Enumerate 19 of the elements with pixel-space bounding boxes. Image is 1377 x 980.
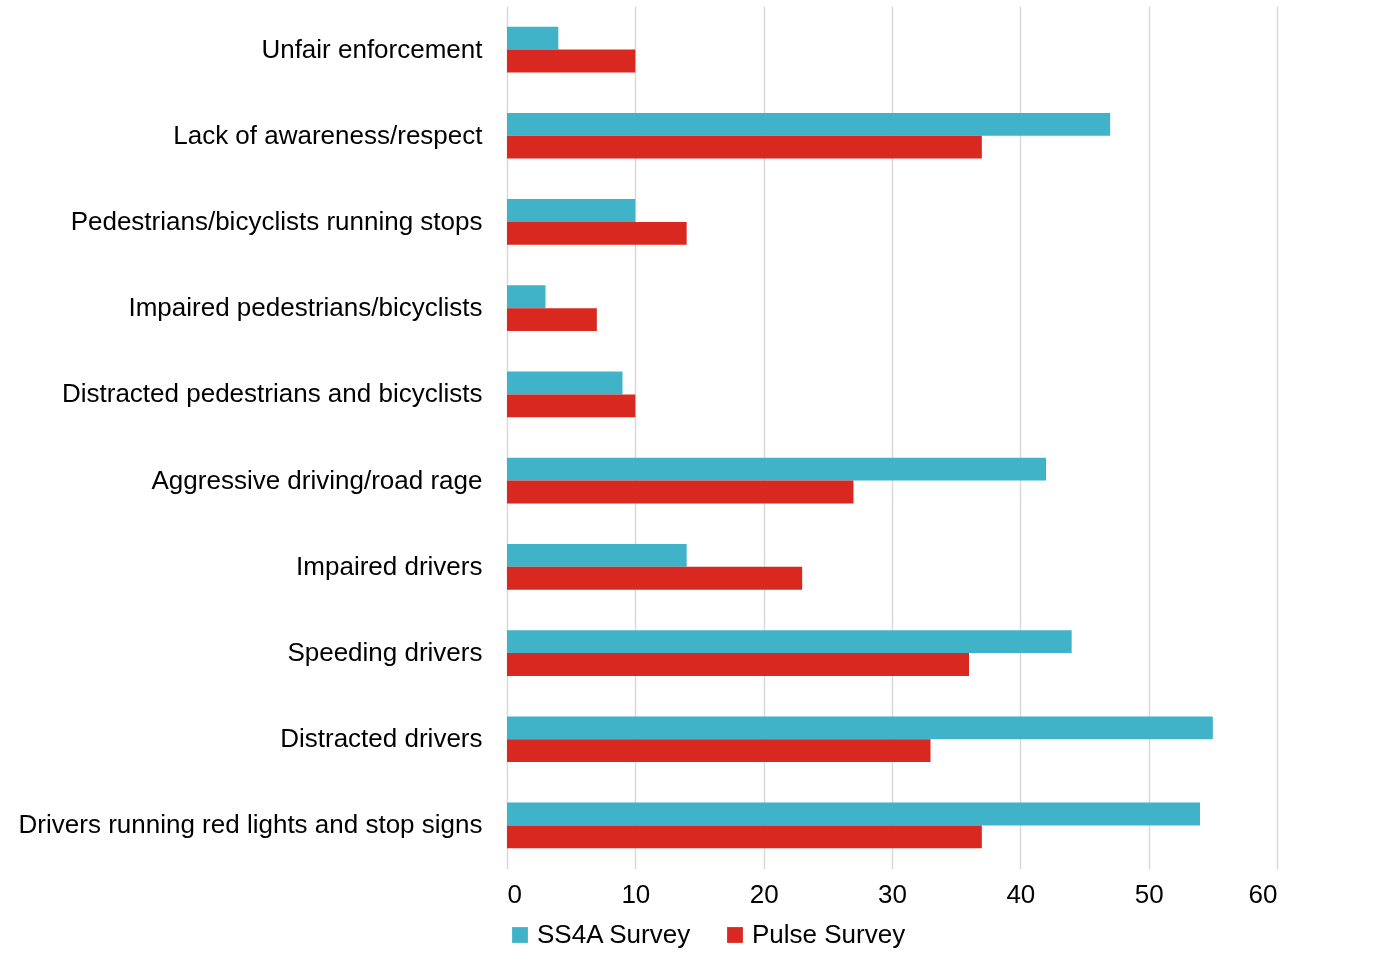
x-tick-label: 50 [1134,878,1164,909]
y-tick-label: Lack of awareness/respect [173,119,484,150]
y-tick-label: Impaired drivers [296,550,483,581]
y-tick-label: Speeding drivers [287,637,483,668]
legend-label: Pulse Survey [752,919,906,949]
x-tick-label: 20 [749,878,779,909]
legend-label: SS4A Survey [537,919,691,949]
y-tick-label: Drivers running red lights and stop signs [18,809,483,840]
y-tick-label: Aggressive driving/road rage [151,464,483,495]
y-tick-label: Unfair enforcement [261,33,484,64]
x-tick-label: 40 [1006,878,1036,909]
x-tick-label: 60 [1248,878,1278,909]
y-tick-label: Pedestrians/bicyclists running stops [70,205,483,236]
x-tick-label: 10 [621,878,651,909]
x-tick-label: 30 [878,878,907,909]
y-tick-label: Impaired pedestrians/bicyclists [128,292,483,323]
x-tick-label: 0 [507,878,522,909]
y-tick-label: Distracted drivers [280,723,483,754]
y-tick-label: Distracted pedestrians and bicyclists [61,378,483,409]
